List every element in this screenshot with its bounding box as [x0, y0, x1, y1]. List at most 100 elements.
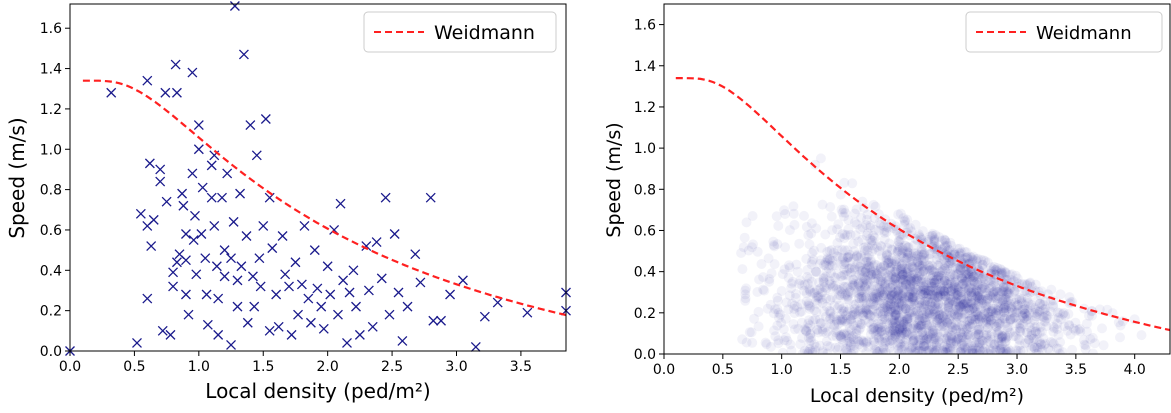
data-point — [1022, 293, 1033, 304]
data-point — [946, 330, 957, 341]
data-point — [1080, 340, 1091, 351]
data-point — [921, 312, 932, 323]
data-point — [970, 295, 981, 305]
data-point — [902, 317, 913, 328]
data-point — [821, 311, 831, 322]
data-point — [1023, 305, 1033, 316]
data-point — [874, 324, 885, 335]
data-point — [769, 325, 780, 336]
data-point — [974, 337, 985, 348]
data-point — [843, 224, 854, 235]
data-point — [888, 318, 899, 328]
data-point — [958, 299, 969, 310]
data-point — [799, 285, 810, 296]
data-point — [1007, 304, 1018, 315]
data-point — [979, 283, 990, 294]
data-point — [836, 333, 847, 344]
data-point — [984, 297, 994, 308]
data-point — [1052, 324, 1063, 335]
data-point — [894, 316, 905, 327]
data-point — [1029, 343, 1040, 354]
data-point — [971, 285, 982, 296]
data-point — [236, 261, 247, 272]
data-point — [853, 278, 864, 289]
data-point — [973, 297, 984, 308]
data-point — [998, 294, 1009, 305]
data-point — [811, 267, 822, 278]
data-point — [983, 293, 994, 304]
data-point — [832, 345, 843, 354]
data-point — [960, 344, 971, 354]
data-point — [479, 311, 490, 322]
data-point — [217, 192, 227, 203]
data-point — [829, 319, 840, 330]
data-point — [1030, 304, 1041, 315]
data-point — [897, 245, 908, 256]
data-point — [142, 75, 153, 86]
data-point — [970, 311, 981, 322]
data-point — [937, 321, 948, 331]
data-point — [843, 215, 854, 226]
data-point — [807, 248, 818, 259]
data-point — [847, 310, 858, 321]
data-point — [934, 321, 945, 331]
data-point — [953, 333, 964, 344]
data-point — [995, 345, 1006, 354]
data-point — [888, 271, 899, 282]
data-point — [178, 200, 189, 211]
data-point — [959, 327, 969, 338]
data-point — [904, 275, 915, 286]
y-tick-label: 0.8 — [40, 183, 62, 199]
data-point — [919, 335, 930, 346]
data-point — [898, 252, 909, 263]
x-tick-label: 2.5 — [381, 359, 403, 375]
data-point — [968, 251, 979, 262]
data-point — [1015, 326, 1026, 337]
data-point — [985, 269, 996, 280]
data-point — [956, 294, 967, 305]
data-point — [787, 276, 798, 287]
data-point — [963, 284, 974, 295]
data-point — [973, 280, 984, 291]
data-point — [1068, 323, 1079, 334]
data-point — [920, 341, 931, 352]
data-point — [849, 344, 860, 354]
data-point — [815, 283, 826, 294]
data-point — [882, 327, 893, 338]
data-point — [840, 257, 851, 268]
data-point — [1037, 311, 1048, 322]
data-point — [993, 326, 1004, 337]
data-point — [938, 327, 949, 338]
data-point — [923, 305, 934, 316]
data-point — [897, 277, 908, 287]
data-point — [965, 321, 976, 332]
data-point — [950, 336, 961, 347]
data-point — [854, 339, 865, 350]
data-point — [847, 178, 858, 189]
data-point — [1050, 314, 1061, 325]
data-point — [802, 271, 813, 282]
data-point — [943, 346, 954, 354]
data-point — [992, 286, 1003, 297]
data-point — [1041, 310, 1052, 321]
data-point — [908, 267, 918, 278]
data-point — [1012, 273, 1023, 284]
data-point — [1022, 337, 1033, 348]
data-point — [1078, 335, 1089, 346]
data-point — [988, 264, 999, 275]
data-point — [991, 310, 1002, 321]
data-point — [832, 238, 843, 248]
data-point — [989, 286, 1000, 297]
data-point — [962, 316, 973, 327]
data-point — [211, 261, 222, 272]
data-point — [1098, 340, 1109, 351]
data-point — [904, 292, 915, 303]
data-point — [880, 302, 891, 313]
data-point — [910, 219, 921, 230]
data-point — [897, 290, 908, 301]
data-point — [902, 268, 913, 279]
data-point — [865, 233, 876, 244]
data-point — [815, 153, 826, 164]
data-point — [811, 292, 822, 303]
data-point — [967, 292, 978, 303]
